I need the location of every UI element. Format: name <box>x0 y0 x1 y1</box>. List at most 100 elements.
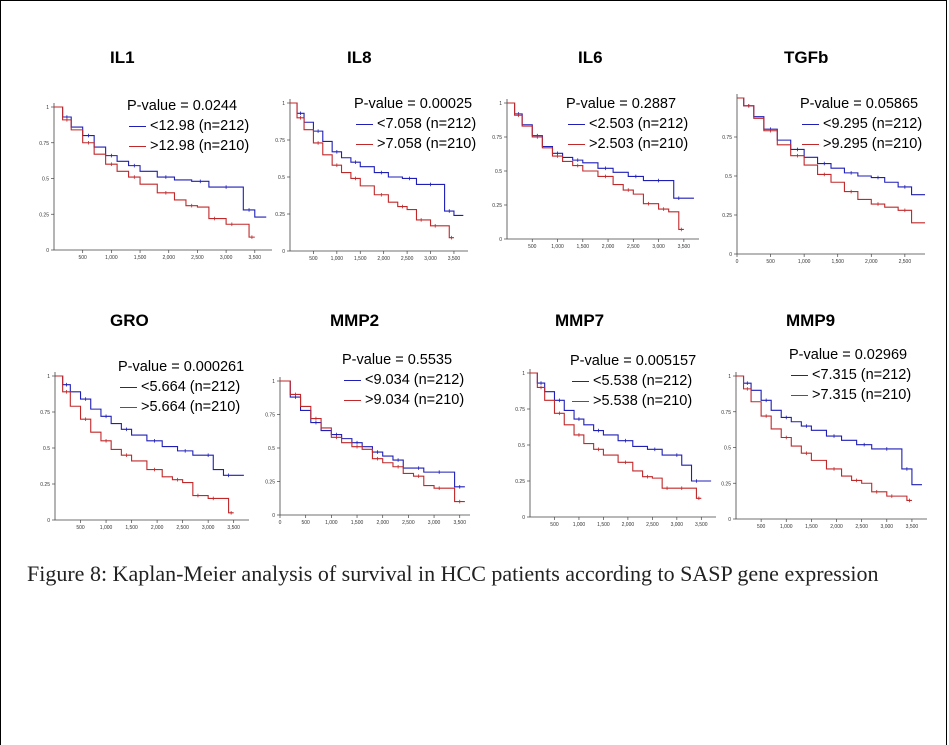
legend-label: >2.503 (n=210) <box>589 136 689 152</box>
panel-legend: P-value = 0.0244 <12.98 (n=212) >12.98 (n=… <box>127 96 249 156</box>
y-tick-label: 0.25 <box>275 212 285 218</box>
legend-swatch <box>568 143 585 145</box>
panel-title: IL6 <box>578 48 603 67</box>
y-tick-label: 0.5 <box>495 169 502 175</box>
x-tick-label: 2,500 <box>176 525 189 531</box>
p-value-label: P-value = 0.5535 <box>342 352 453 368</box>
p-value-label: P-value = 0.0244 <box>127 98 238 114</box>
x-tick-label: 1,000 <box>325 520 338 526</box>
y-tick-label: 0.25 <box>265 480 275 486</box>
y-tick-label: 0.75 <box>40 410 50 416</box>
x-tick-label: 2,000 <box>830 524 843 530</box>
x-tick-label: 1,000 <box>331 256 344 262</box>
x-tick-label: 500 <box>757 524 766 530</box>
legend-entry-low: <2.503 (n=212) <box>566 114 688 134</box>
x-tick-label: 500 <box>79 255 88 261</box>
p-value-label: P-value = 0.02969 <box>789 347 908 363</box>
panel-legend: P-value = 0.05865 <9.295 (n=212) >9.295 (n… <box>800 94 922 154</box>
survival-curve-low <box>530 372 712 482</box>
p-value-label: P-value = 0.005157 <box>570 353 697 369</box>
x-tick-label: 2,000 <box>377 256 390 262</box>
y-tick-label: 0 <box>47 518 50 524</box>
y-tick-label: 0.5 <box>43 446 50 452</box>
x-tick-label: 3,000 <box>671 522 684 528</box>
y-tick-label: 1 <box>282 101 285 107</box>
legend-entry-high: >7.315 (n=210) <box>789 385 911 405</box>
legend-swatch <box>802 123 819 125</box>
y-tick-label: 0.25 <box>722 213 732 219</box>
legend-swatch <box>120 406 137 408</box>
panel-title: MMP9 <box>786 311 836 330</box>
x-tick-label: 500 <box>302 520 311 526</box>
legend-swatch <box>344 399 361 401</box>
p-value-label: P-value = 0.2887 <box>566 96 677 112</box>
y-tick-label: 0.75 <box>722 135 732 141</box>
legend-label: >5.664 (n=210) <box>141 399 241 415</box>
x-tick-label: 1,500 <box>597 522 610 528</box>
x-tick-label: 3,000 <box>428 520 441 526</box>
y-tick-label: 0 <box>272 513 275 519</box>
y-tick-label: 1 <box>522 371 525 377</box>
y-tick-label: 1 <box>272 379 275 385</box>
y-tick-label: 0.5 <box>278 175 285 181</box>
x-tick-label: 3,500 <box>227 525 240 531</box>
x-tick-label: 0 <box>736 259 739 265</box>
legend-label: >7.058 (n=210) <box>377 136 477 152</box>
x-tick-label: 3,500 <box>249 255 262 261</box>
legend-entry-high: >7.058 (n=210) <box>354 134 476 154</box>
y-tick-label: 0.25 <box>39 212 49 218</box>
legend-swatch <box>791 394 808 396</box>
x-tick-label: 1,500 <box>805 524 818 530</box>
legend-swatch <box>572 400 589 402</box>
x-tick-label: 2,500 <box>899 259 912 265</box>
legend-entry-high: >12.98 (n=210) <box>127 136 249 156</box>
panel-legend: P-value = 0.2887 <2.503 (n=212) >2.503 (n=… <box>566 94 688 154</box>
x-tick-label: 3,500 <box>448 256 461 262</box>
legend-entry-low: <12.98 (n=212) <box>127 116 249 136</box>
legend-entry-low: <9.034 (n=212) <box>342 370 464 390</box>
y-tick-label: 0.5 <box>518 443 525 449</box>
legend-entry-high: >5.664 (n=210) <box>118 397 244 417</box>
y-tick-label: 0.75 <box>265 413 275 419</box>
legend-entry-high: >2.503 (n=210) <box>566 134 688 154</box>
y-tick-label: 1 <box>728 374 731 380</box>
km-panel: 1 0.75 0.5 0.25 0 500 1,000 1,500 2,000 2,500 3,00… <box>721 372 927 530</box>
y-tick-label: 0.75 <box>492 135 502 141</box>
legend-label: <9.034 (n=212) <box>365 372 465 388</box>
km-panel: 1 0.75 0.5 0.25 0 500 1,000 1,500 2,000 2,500 3,00… <box>515 369 716 528</box>
x-tick-label: 3,000 <box>202 525 215 531</box>
survival-curve-low <box>507 102 694 199</box>
y-tick-label: 0 <box>728 517 731 523</box>
legend-label: >12.98 (n=210) <box>150 138 250 154</box>
x-tick-label: 3,000 <box>220 255 233 261</box>
x-tick-label: 1,000 <box>573 522 586 528</box>
x-tick-label: 3,000 <box>424 256 437 262</box>
x-tick-label: 3,500 <box>678 244 691 250</box>
x-tick-label: 1,000 <box>100 525 113 531</box>
legend-entry-low: <7.058 (n=212) <box>354 114 476 134</box>
x-tick-label: 1,000 <box>551 244 564 250</box>
survival-curve-high <box>280 380 465 503</box>
x-tick-label: 3,500 <box>906 524 919 530</box>
x-tick-label: 1,500 <box>125 525 138 531</box>
p-value-label: P-value = 0.05865 <box>800 96 919 112</box>
km-panel: 1 0.75 0.5 0.25 0 500 1,000 1,500 2,000 2,500 3,00… <box>275 99 468 262</box>
panel-title: IL1 <box>110 48 135 67</box>
survival-curve-high <box>736 375 912 501</box>
survival-curve-high <box>290 102 454 239</box>
survival-curve-low <box>736 375 922 486</box>
km-panel: 1 0.75 0.5 0.25 0 500 1,000 1,500 2,000 2,500 3,00… <box>492 99 699 250</box>
legend-swatch <box>120 386 137 388</box>
legend-swatch <box>129 145 146 147</box>
y-tick-label: 0.25 <box>721 481 731 487</box>
legend-label: <7.315 (n=212) <box>812 367 912 383</box>
x-tick-label: 1,000 <box>798 259 811 265</box>
survival-curve-high <box>54 106 255 238</box>
legend-label: >9.295 (n=210) <box>823 136 923 152</box>
survival-curve-high <box>530 372 702 499</box>
x-tick-label: 1,000 <box>780 524 793 530</box>
x-tick-label: 500 <box>528 244 537 250</box>
x-tick-label: 3,000 <box>652 244 665 250</box>
km-panel: 0.75 0.5 0.25 00 500 1,000 1,500 2,000 2,500 <box>722 94 925 265</box>
y-tick-label: 0.25 <box>40 482 50 488</box>
